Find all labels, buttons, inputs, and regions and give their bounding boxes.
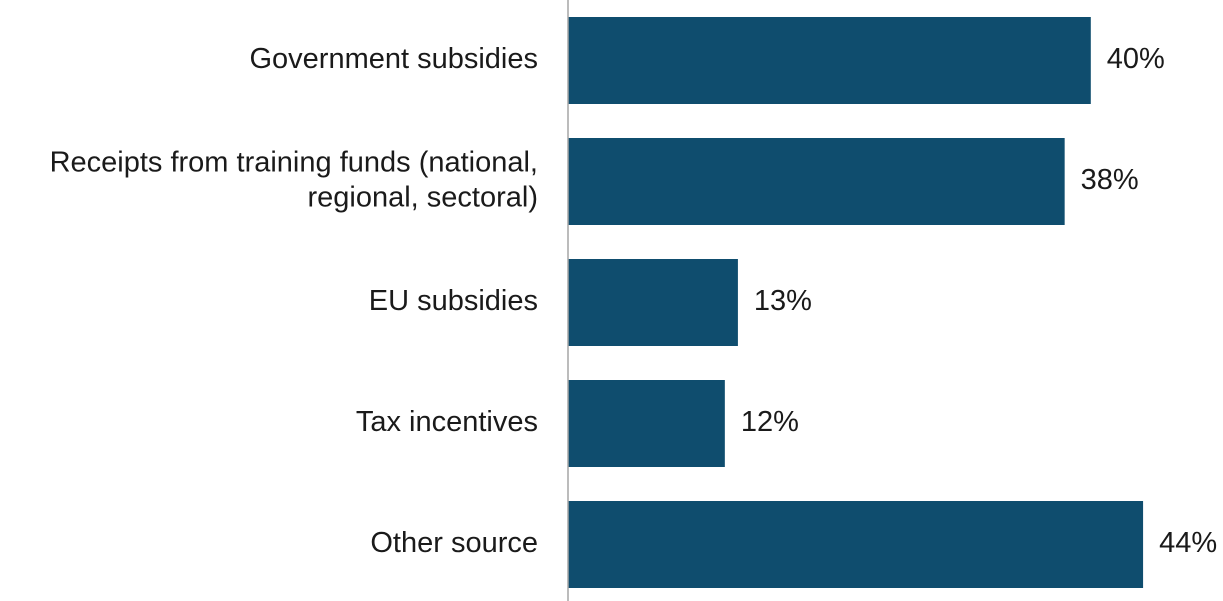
bar — [568, 138, 1065, 225]
category-label: Government subsidies — [249, 43, 538, 75]
bar-value-label: 12% — [741, 406, 799, 438]
bar — [568, 17, 1091, 104]
category-label: Tax incentives — [356, 406, 538, 438]
bars-group — [568, 17, 1144, 588]
bar-value-label: 40% — [1107, 43, 1165, 75]
bar-value-label: 44% — [1159, 527, 1217, 559]
bar — [568, 380, 725, 467]
category-label: EU subsidies — [369, 285, 538, 317]
category-label: regional, sectoral) — [308, 182, 539, 214]
value-labels-group: 40% 38% 13% 12% 44% — [741, 43, 1217, 559]
bar — [568, 259, 738, 346]
category-label: Receipts from training funds (national, — [50, 147, 538, 179]
bar — [568, 501, 1144, 588]
category-labels-group: Government subsidies Receipts from traini… — [50, 43, 538, 559]
bar-value-label: 38% — [1081, 164, 1139, 196]
bar-value-label: 13% — [754, 285, 812, 317]
category-label: Other source — [370, 527, 538, 559]
